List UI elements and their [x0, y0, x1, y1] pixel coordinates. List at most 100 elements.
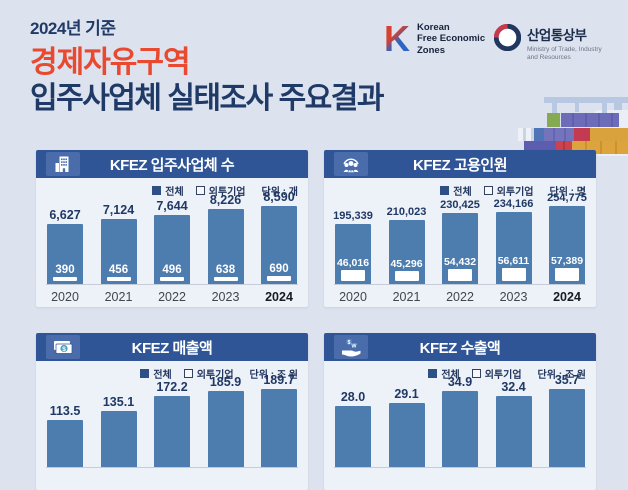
bar-column: 254,775 57,389: [547, 192, 587, 284]
container-block: [590, 128, 628, 141]
bar-plot: 28.0 29.1 34.9 32.4 35.7: [334, 373, 586, 468]
bar-value-label: 7,124: [102, 203, 135, 217]
bar-plot: 195,339 46,016 210,023 45,296 230,425 54,432 2…: [333, 192, 587, 285]
panel-header: $ KFEZ 매출액: [36, 333, 308, 361]
panel-title: KFEZ 수출액: [419, 339, 501, 357]
bar-column: 230,425 54,432: [440, 199, 480, 284]
panel-body: 전체 외투기업 단위 : 조 원 113.5 135.1 172.2 185.9 189…: [36, 361, 308, 490]
bar-column: 35.7: [548, 373, 586, 467]
foreign-value-label: 45,296: [390, 258, 423, 270]
chart-legend: 전체 외투기업 단위 : 조 원: [140, 366, 298, 381]
year-label: 2020: [51, 290, 79, 304]
bar-column: 8,226 638: [207, 193, 245, 284]
foreign-value-label: 57,389: [550, 255, 584, 267]
panel-title: KFEZ 매출액: [131, 339, 213, 357]
bar-value-label: 34.9: [447, 375, 473, 389]
x-axis-labels: 2020 2021 2022 2023 2024: [46, 290, 298, 304]
container-block: [574, 128, 590, 141]
foreign-value-label: 56,611: [497, 255, 530, 267]
year-label: 2022: [158, 290, 186, 304]
unit-label: 단위 : 명: [549, 187, 587, 198]
container-block: [547, 113, 560, 127]
bar-column: 195,339 46,016: [333, 210, 373, 284]
legend-foreign-label: 외투기업: [208, 187, 246, 198]
bar-value-label: 230,425: [440, 199, 480, 211]
bar-total: 45,296: [388, 220, 425, 284]
bar-column: 234,166 56,611: [494, 198, 533, 284]
panel-body: 전체 외투기업 단위 : 조 원 28.0 29.1 34.9 32.4 35.7: [324, 361, 596, 490]
bar-column: 185.9: [207, 375, 245, 467]
bar-total: 390: [47, 224, 83, 284]
legend-total-swatch: [140, 369, 150, 378]
year-label: 2021: [392, 290, 421, 304]
bar-value-label: 185.9: [209, 375, 242, 389]
svg-text:$: $: [348, 340, 351, 346]
bar-column: 34.9: [441, 375, 479, 467]
crane-leg: [602, 103, 607, 121]
bar-value-label: 113.5: [49, 404, 81, 418]
panel-header: $ W KFEZ 수출액: [324, 333, 596, 361]
legend-foreign-label: 외투기업: [196, 370, 234, 381]
bar-plot: 113.5 135.1 172.2 185.9 189.7: [46, 373, 298, 468]
building-icon: [46, 152, 80, 176]
bar-total: 496: [154, 215, 190, 284]
bar-column: 189.7: [260, 373, 298, 467]
bar-column: 28.0: [334, 390, 372, 467]
unit-label: 단위 : 개: [261, 187, 299, 198]
taegeuk-icon: [493, 23, 522, 56]
bar-total: [261, 389, 297, 467]
year-label: 2021: [104, 290, 133, 304]
bar-total: 54,432: [442, 213, 478, 284]
year-label: 2020: [339, 290, 367, 304]
bar-foreign: [213, 277, 238, 281]
bar-total: 46,016: [335, 224, 371, 284]
panel-title: KFEZ 고용인원: [412, 156, 508, 174]
kfez-logo-line: Zones: [417, 44, 445, 56]
crane-hook: [575, 103, 579, 112]
bar-total: [442, 391, 478, 467]
panel-tenant-count: KFEZ 입주사업체 수 전체 외투기업 단위 : 개 6,627 390 7,12…: [36, 150, 308, 307]
bar-total: [549, 389, 585, 467]
svg-text:$: $: [62, 346, 66, 353]
bar-value-label: 8,226: [209, 193, 242, 207]
panel-header: KFEZ 고용인원: [324, 150, 596, 178]
legend-foreign-swatch: [195, 186, 205, 195]
crane-leg: [552, 103, 557, 121]
panel-exports: $ W KFEZ 수출액 전체 외투기업 단위 : 조 원 28.0 29.1 34…: [324, 333, 596, 490]
legend-foreign-swatch: [471, 369, 481, 378]
x-axis-labels: 2020 2021 2022 2023 2024: [334, 290, 586, 304]
panel-title: KFEZ 입주사업체 수: [109, 156, 235, 174]
bar-value-label: 32.4: [501, 380, 526, 394]
legend-foreign-swatch: [483, 186, 493, 195]
container-block: [534, 128, 544, 141]
bar-foreign: [394, 271, 419, 281]
foreign-value-label: 690: [269, 263, 289, 275]
bar-value-label: 195,339: [333, 210, 373, 222]
bar-value-label: 210,023: [386, 206, 427, 218]
motie-name: 산업통상부: [527, 28, 587, 43]
bar-total: [495, 396, 532, 467]
bar-total: 638: [207, 209, 244, 284]
bar-column: 172.2: [153, 380, 191, 467]
bar-foreign: [160, 277, 184, 281]
legend-total-label: 전체: [165, 187, 184, 198]
bar-foreign: [267, 276, 291, 281]
panel-header: KFEZ 입주사업체 수: [36, 150, 308, 178]
bar-value-label: 172.2: [156, 380, 188, 394]
bar-column: 7,644 496: [153, 199, 191, 284]
legend-total-swatch: [152, 186, 162, 195]
bar-value-label: 135.1: [102, 395, 135, 409]
container-block: [544, 128, 574, 141]
bar-foreign: [501, 268, 526, 281]
bar-total: 56,611: [495, 212, 532, 284]
legend-total-label: 전체: [441, 370, 460, 381]
kicker-text: 2024년 기준: [30, 19, 116, 38]
bar-total: 57,389: [549, 206, 585, 284]
poster-header: 2024년 기준 경제자유구역 입주사업체 실태조사 주요결과: [30, 14, 384, 115]
foreign-value-label: 638: [215, 264, 236, 276]
motie-english: Ministry of Trade, Industry and Resource…: [527, 46, 602, 62]
bar-plot: 6,627 390 7,124 456 7,644 496 8,226 638 8,590 690: [46, 190, 298, 285]
bar-column: 6,627 390: [46, 208, 84, 284]
bar-column: 113.5: [46, 404, 84, 467]
bar-foreign: [106, 277, 131, 281]
